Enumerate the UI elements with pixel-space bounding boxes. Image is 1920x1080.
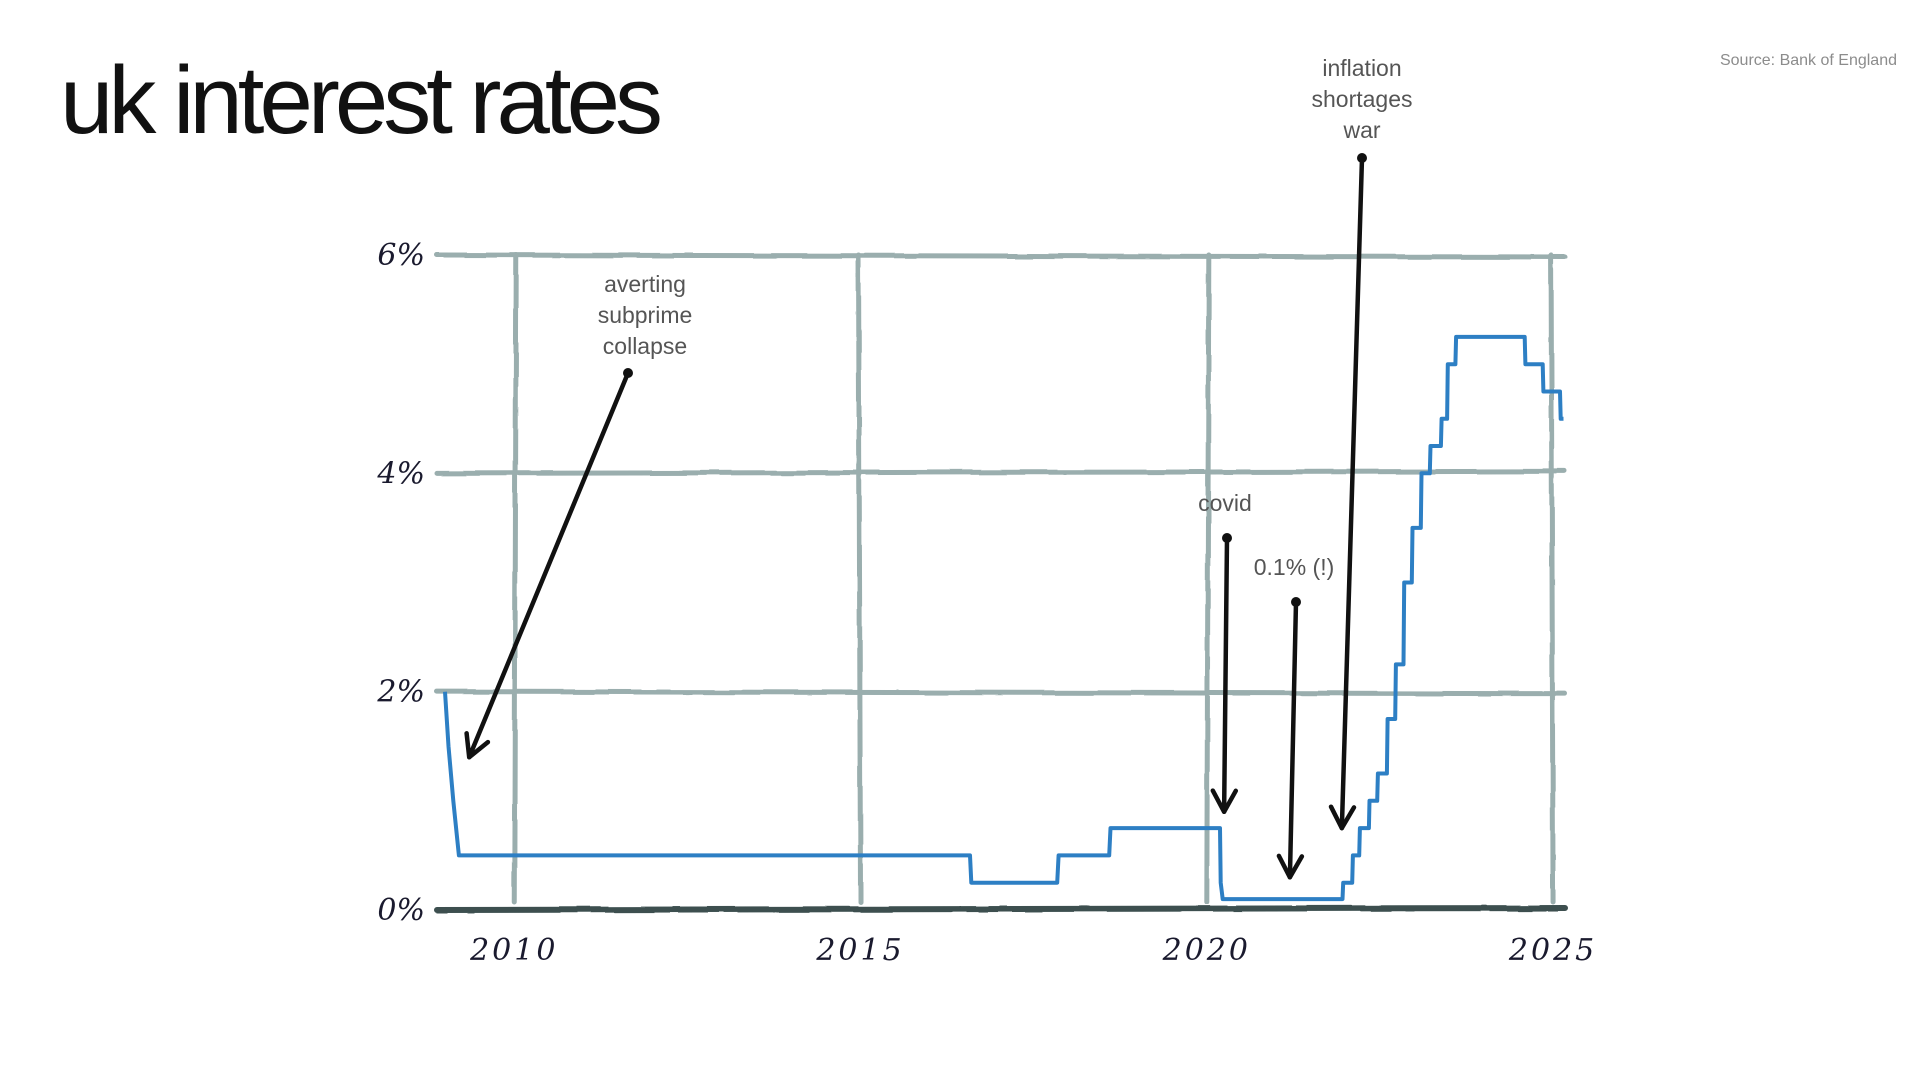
annotation-lowpoint-arrowhead <box>1276 853 1305 880</box>
source-note: Source: Bank of England <box>1719 52 1897 69</box>
y-tick-label-2: 4% <box>376 456 425 491</box>
annotation-covid-arrowhead <box>1210 788 1239 815</box>
x-tick-label-2: 2020 <box>1162 933 1251 968</box>
annotation-subprime-text-1: subprime <box>598 302 693 328</box>
annotation-covid-arrow <box>1221 535 1230 814</box>
x-gridline-2 <box>1204 252 1212 905</box>
axis-labels: 0% 2% 4% 6% 2010 2015 2020 2025 <box>376 238 1597 968</box>
x-gridline-0 <box>511 252 519 905</box>
grid <box>434 252 1568 913</box>
annotation-inflation-arrowhead <box>1328 804 1357 831</box>
annotation-subprime-arrow <box>466 370 631 760</box>
annotation-inflation: inflation shortages war <box>1311 55 1413 831</box>
annotation-subprime-text-2: collapse <box>603 333 687 359</box>
x-tick-label-0: 2010 <box>469 933 558 968</box>
series-line-bank-rate <box>443 334 1564 902</box>
annotation-lowpoint: 0.1% (!) <box>1254 554 1335 880</box>
annotation-subprime-text-0: averting <box>604 271 686 297</box>
page-title: uk interest rates <box>60 47 663 154</box>
annotation-covid: covid <box>1198 490 1252 815</box>
y-tick-label-0: 0% <box>377 893 425 928</box>
y-gridline-3 <box>434 252 1568 260</box>
x-tick-label-3: 2025 <box>1508 933 1597 968</box>
x-gridline-1 <box>856 252 864 905</box>
y-gridline-1 <box>434 689 1568 697</box>
annotation-subprime: averting subprime collapse <box>464 271 693 760</box>
x-gridline-3 <box>1548 252 1556 905</box>
y-tick-label-1: 2% <box>376 675 425 710</box>
annotation-inflation-arrow <box>1339 155 1365 831</box>
annotation-lowpoint-arrow <box>1287 599 1299 880</box>
annotation-lowpoint-text-0: 0.1% (!) <box>1254 554 1335 580</box>
x-axis-baseline <box>434 905 1568 913</box>
series-layer <box>443 334 1564 902</box>
annotation-covid-text-0: covid <box>1198 490 1252 516</box>
annotation-inflation-text-0: inflation <box>1322 55 1401 81</box>
y-gridline-2 <box>434 468 1568 476</box>
y-tick-label-3: 6% <box>377 238 425 273</box>
x-tick-label-1: 2015 <box>815 933 904 968</box>
annotation-inflation-text-2: war <box>1342 117 1380 143</box>
annotation-subprime-arrowhead <box>464 731 491 760</box>
annotation-inflation-text-1: shortages <box>1311 86 1412 112</box>
